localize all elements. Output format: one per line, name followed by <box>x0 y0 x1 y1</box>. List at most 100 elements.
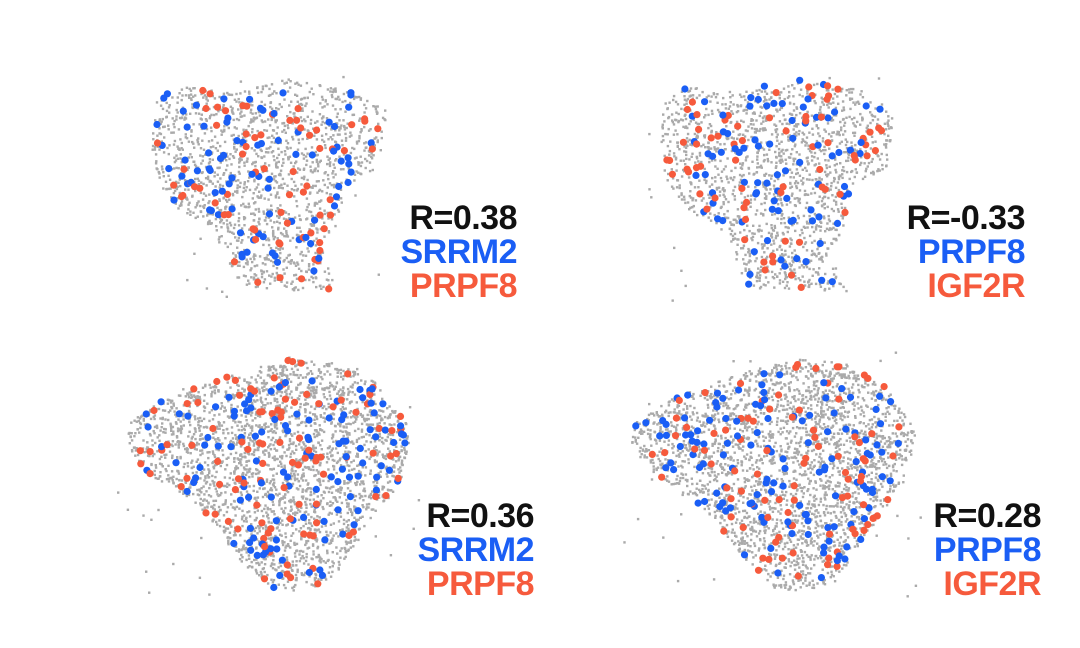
background-spot <box>353 95 356 99</box>
background-spot <box>323 144 327 147</box>
background-spot <box>795 168 799 171</box>
background-spot <box>805 169 808 172</box>
background-spot <box>233 506 236 509</box>
background-spot <box>217 510 220 513</box>
background-spot <box>334 129 337 132</box>
background-spot <box>244 415 248 418</box>
background-spot <box>789 186 792 190</box>
background-spot <box>305 208 308 212</box>
background-spot <box>354 194 357 197</box>
background-spot <box>275 107 278 110</box>
background-spot <box>700 160 703 164</box>
gene-a-spot <box>236 229 245 237</box>
background-spot <box>295 160 298 163</box>
background-spot <box>307 563 310 566</box>
background-spot <box>253 213 256 217</box>
background-spot <box>250 523 253 526</box>
gene-b-spot <box>211 199 219 207</box>
background-spot <box>227 456 230 459</box>
background-spot <box>254 285 258 289</box>
background-spot <box>284 153 287 156</box>
background-spot <box>817 132 820 135</box>
background-spot <box>272 261 275 264</box>
background-spot <box>226 91 229 95</box>
gene-a-spot <box>292 150 300 158</box>
gene-b-spot <box>293 116 301 124</box>
background-spot <box>819 149 823 153</box>
gene-b-spot <box>711 194 719 202</box>
background-spot <box>878 158 882 161</box>
background-spot <box>223 130 226 133</box>
background-spot <box>859 93 862 96</box>
background-spot <box>220 129 223 132</box>
background-spot <box>295 542 299 546</box>
background-spot <box>739 178 743 182</box>
background-spot <box>359 164 363 168</box>
background-spot <box>218 199 221 202</box>
background-spot <box>198 488 201 491</box>
background-spot <box>880 152 883 156</box>
background-spot <box>818 179 821 182</box>
background-spot <box>274 119 277 122</box>
background-spot <box>320 199 323 202</box>
background-spot <box>282 427 286 431</box>
background-spot <box>153 432 156 435</box>
background-spot <box>227 93 230 96</box>
background-spot <box>368 434 371 437</box>
background-spot <box>270 468 274 471</box>
background-spot <box>364 494 367 498</box>
background-spot <box>294 286 297 289</box>
background-spot <box>827 228 831 232</box>
background-spot <box>772 114 775 118</box>
background-spot <box>249 103 252 106</box>
background-spot <box>164 418 167 421</box>
background-spot <box>298 484 302 488</box>
background-spot <box>698 94 701 97</box>
background-spot <box>204 194 208 197</box>
background-spot <box>285 404 288 408</box>
background-spot <box>802 181 805 184</box>
background-spot <box>335 115 339 119</box>
background-spot <box>686 126 689 130</box>
background-spot <box>682 168 685 172</box>
background-spot <box>684 163 687 166</box>
background-spot <box>213 438 217 441</box>
background-spot <box>222 222 225 225</box>
background-spot <box>806 193 810 196</box>
background-spot <box>336 112 339 115</box>
background-spot <box>326 103 329 106</box>
background-spot <box>170 196 173 199</box>
background-spot <box>293 274 296 277</box>
background-spot <box>298 226 301 229</box>
background-spot <box>837 177 841 181</box>
background-spot <box>887 115 890 118</box>
background-spot <box>323 221 326 224</box>
background-spot <box>789 264 792 268</box>
background-spot <box>744 269 747 272</box>
background-spot <box>776 217 779 220</box>
background-spot <box>315 158 318 162</box>
background-spot <box>372 154 375 157</box>
background-spot <box>752 284 756 287</box>
background-spot <box>273 424 276 427</box>
background-spot <box>173 160 177 164</box>
background-spot <box>238 264 241 267</box>
background-spot <box>391 474 394 478</box>
background-spot <box>271 92 274 95</box>
gene-a-spot <box>763 102 771 110</box>
background-spot <box>273 279 276 282</box>
background-spot <box>197 424 200 427</box>
background-spot <box>329 136 332 139</box>
background-spot <box>283 451 286 454</box>
background-spot <box>823 217 826 220</box>
background-spot <box>757 230 760 233</box>
background-spot <box>872 171 875 175</box>
background-spot <box>784 260 787 264</box>
background-spot <box>375 484 378 488</box>
background-spot <box>227 541 230 544</box>
background-spot <box>684 284 687 288</box>
gene-b-spot <box>340 147 348 155</box>
background-spot <box>762 185 765 188</box>
background-spot <box>768 192 771 195</box>
background-spot <box>134 432 137 435</box>
